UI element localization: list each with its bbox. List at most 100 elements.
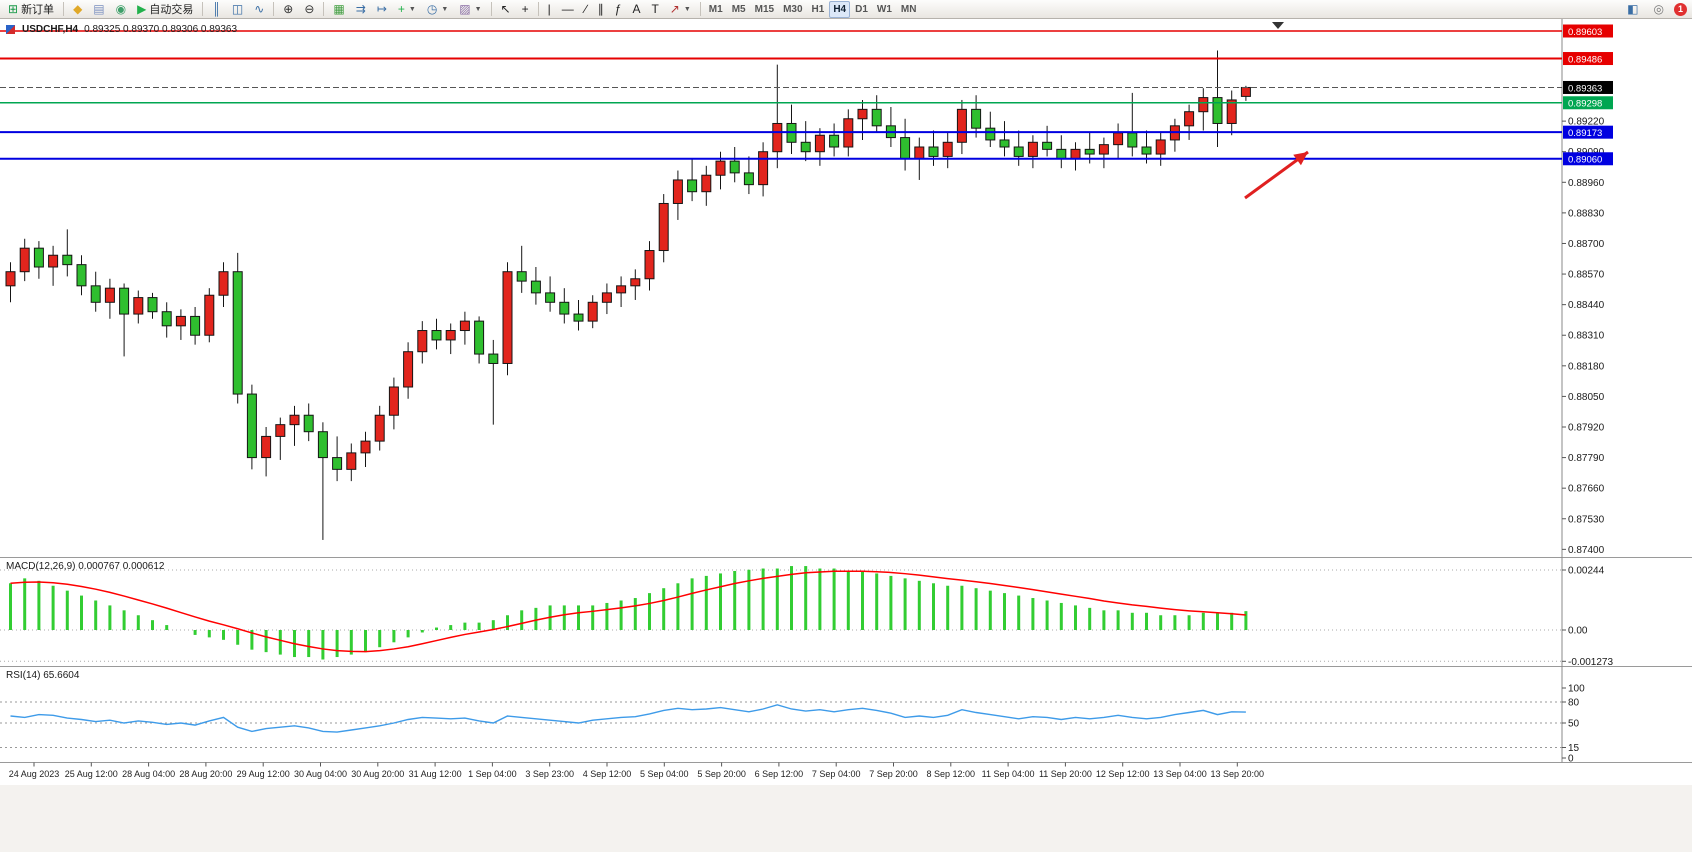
svg-text:30 Aug 04:00: 30 Aug 04:00 [294,769,347,779]
chart-shift-icon: ↦ [376,2,387,16]
toolbar-separator [699,2,701,16]
svg-text:15: 15 [1568,743,1580,754]
svg-text:100: 100 [1568,684,1585,695]
svg-text:0.89060: 0.89060 [1568,155,1602,166]
auto-trading-button-label: 自动交易 [149,4,194,16]
timeframe-d1[interactable]: D1 [855,3,868,15]
macd-panel: 0.00244 0.00 -0.001273 [0,566,1613,668]
search-icon[interactable]: ◎ [1649,1,1669,18]
chart-shift-marker-icon[interactable] [1272,22,1284,29]
crosshair-icon[interactable]: + [517,1,534,18]
candlestick-chart-type-icon[interactable]: ◫ [227,1,248,18]
svg-text:8 Sep 12:00: 8 Sep 12:00 [927,769,976,779]
timeframe-m5[interactable]: M5 [731,3,746,15]
line-chart-type-icon[interactable]: ∿ [249,1,269,18]
svg-text:12 Sep 12:00: 12 Sep 12:00 [1096,769,1150,779]
alerts-icon: ◆ [73,2,83,16]
indicators-button[interactable]: + ▼ [393,1,421,18]
rsi-panel: 100 80 50 150 [0,684,1585,765]
text-label-icon[interactable]: T [646,1,663,18]
trendline-icon[interactable]: ∕ [580,1,592,18]
arrows-tool-button[interactable]: ↗ ▼ [665,1,696,18]
price-axis[interactable]: 0.892200.890900.889600.888300.887000.885… [1562,24,1613,556]
vertical-line-icon[interactable]: | [543,1,556,18]
svg-text:0.87920: 0.87920 [1568,422,1605,433]
arrow-tool-icon: ↗ [669,2,680,16]
mailbox-icon[interactable]: ▤ [88,1,109,18]
svg-text:28 Aug 20:00: 28 Aug 20:00 [179,769,232,779]
fibonacci-icon[interactable]: ƒ [610,1,627,18]
price-label-0.89060: 0.89060 [1563,152,1613,166]
new-order-button[interactable]: ⊞ 新订单 [3,1,59,18]
time-axis[interactable]: 24 Aug 2023 25 Aug 12:00 28 Aug 04:00 28 Au… [9,762,1264,780]
timeframe-m1[interactable]: M1 [708,3,723,15]
clock-icon: ◷ [426,2,438,16]
price-label-0.89173: 0.89173 [1563,125,1613,139]
svg-text:0.88960: 0.88960 [1568,178,1605,189]
auto-trading-button[interactable]: ▶ 自动交易 [132,1,198,18]
horizontal-line-icon[interactable]: — [557,1,579,18]
svg-text:31 Aug 12:00: 31 Aug 12:00 [409,769,462,779]
svg-text:0.87790: 0.87790 [1568,453,1605,464]
svg-text:11 Sep 20:00: 11 Sep 20:00 [1039,769,1092,779]
zoom-out-icon[interactable]: ⊖ [299,1,319,18]
svg-text:0.87530: 0.87530 [1568,514,1605,525]
timeframe-m15[interactable]: M15 [754,3,775,15]
svg-text:3 Sep 23:00: 3 Sep 23:00 [525,769,574,779]
svg-text:7 Sep 04:00: 7 Sep 04:00 [812,769,861,779]
zoom-in-icon: ⊕ [283,2,294,16]
new-order-icon: ⊞ [8,2,19,16]
search-icon: ◎ [1653,2,1664,16]
chart-title: USDCHF,H4 0.89325 0.89370 0.89306 0.8936… [6,24,237,35]
toolbar-separator [202,2,204,16]
template-icon: ▨ [459,2,471,16]
tile-windows-icon[interactable]: ▦ [328,1,349,18]
rsi-label: RSI(14) 65.6604 [6,670,80,681]
svg-text:0.89220: 0.89220 [1568,117,1605,128]
text-icon: A [632,2,641,16]
timeframe-m30[interactable]: M30 [783,3,803,15]
bar-chart-type-icon[interactable]: ║ [207,1,226,18]
community-icon[interactable]: ◧ [1622,1,1643,18]
zoom-in-icon[interactable]: ⊕ [278,1,298,18]
indicators-add-icon: + [397,2,405,16]
periods-button[interactable]: ◷ ▼ [422,1,453,18]
auto-scroll-icon[interactable]: ⇉ [351,1,371,18]
svg-text:0.89363: 0.89363 [1568,83,1602,94]
dropdown-caret-icon: ▼ [441,5,449,13]
svg-text:25 Aug 12:00: 25 Aug 12:00 [65,769,118,779]
svg-text:-0.001273: -0.001273 [1568,657,1613,668]
toolbar-separator [323,2,325,16]
alerts-icon[interactable]: ◆ [68,1,87,18]
timeframe-w1[interactable]: W1 [876,3,892,15]
price-label-0.89603: 0.89603 [1563,24,1613,38]
svg-text:0.88440: 0.88440 [1568,300,1605,311]
cursor-icon[interactable]: ↖ [496,1,516,18]
toolbar-separator [490,2,492,16]
equidistant-channel-icon[interactable]: ∥ [593,1,609,18]
candlestick-chart-type-icon: ◫ [231,2,244,16]
notification-badge[interactable]: 1 [1674,2,1687,16]
chart-shift-icon[interactable]: ↦ [372,1,392,18]
svg-text:7 Sep 20:00: 7 Sep 20:00 [869,769,918,779]
macd-header: MACD(12,26,9) 0.000767 0.000612 [6,561,164,572]
svg-text:30 Aug 20:00: 30 Aug 20:00 [351,769,404,779]
text-icon[interactable]: A [627,1,645,18]
svg-text:0.89298: 0.89298 [1568,99,1602,110]
timeframe-h4[interactable]: H4 [829,0,851,18]
mailbox-icon: ▤ [93,2,105,16]
market-watch-icon[interactable]: ◉ [111,1,131,18]
timeframe-h1[interactable]: H1 [811,3,825,15]
rsi-header: RSI(14) 65.6604 [6,670,79,681]
price-label-0.89486: 0.89486 [1563,52,1613,65]
svg-text:0.87660: 0.87660 [1568,484,1605,495]
bar-chart-type-icon: ║ [212,2,221,16]
trend-arrow-annotation[interactable] [1244,150,1309,200]
svg-text:0.88050: 0.88050 [1568,392,1605,403]
community-icon: ◧ [1627,2,1639,16]
timeframe-mn[interactable]: MN [900,3,917,15]
templates-button[interactable]: ▨ ▼ [454,1,486,18]
chart-ohlc-values: 0.89325 0.89370 0.89306 0.89363 [84,24,238,35]
